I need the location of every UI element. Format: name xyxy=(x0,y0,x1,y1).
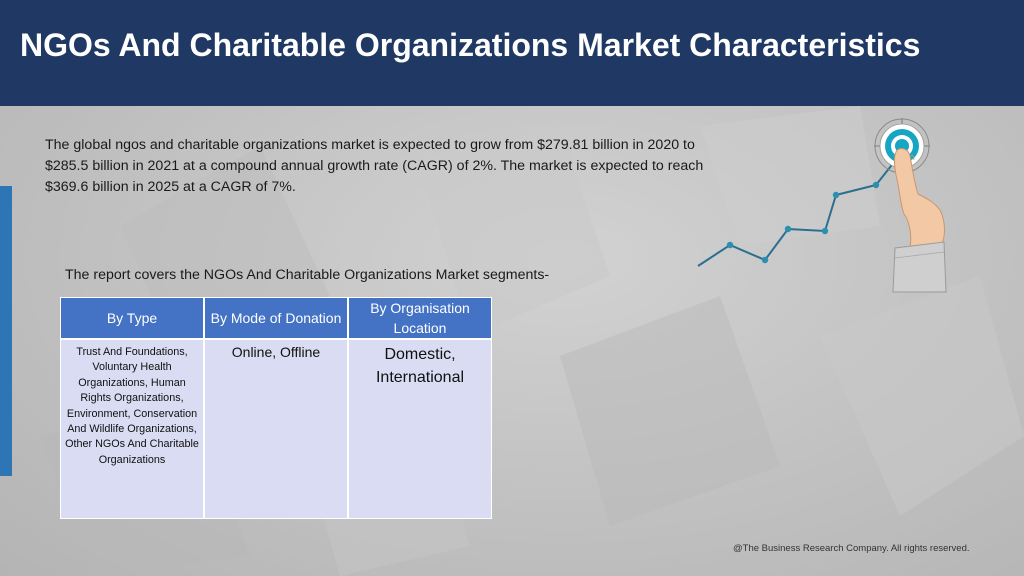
table-border xyxy=(60,518,492,519)
segments-intro-text: The report covers the NGOs And Charitabl… xyxy=(65,267,550,283)
table-cell-type-values: Trust And Foundations, Voluntary Health … xyxy=(60,339,204,519)
table-border xyxy=(60,297,492,298)
accent-bar xyxy=(0,186,12,476)
table-divider xyxy=(203,297,205,519)
market-summary-text: The global ngos and charitable organizat… xyxy=(45,137,704,195)
table-header-by-location: By Organisation Location xyxy=(348,297,492,339)
table-border xyxy=(491,297,492,519)
table-cell-mode-values: Online, Offline xyxy=(204,339,348,519)
table-header-by-mode: By Mode of Donation xyxy=(204,297,348,339)
table-divider xyxy=(347,297,349,519)
table-divider xyxy=(60,338,492,340)
target-finger-growth-icon xyxy=(697,118,947,293)
title-bar: NGOs And Charitable Organizations Market… xyxy=(0,0,1024,106)
table-border xyxy=(60,297,61,519)
page-title: NGOs And Charitable Organizations Market… xyxy=(20,27,921,63)
copyright-footer: @The Business Research Company. All righ… xyxy=(733,543,970,554)
table-cell-location-values: Domestic, International xyxy=(348,339,492,519)
segments-table: By Type By Mode of Donation By Organisat… xyxy=(60,297,492,519)
table-header-by-type: By Type xyxy=(60,297,204,339)
